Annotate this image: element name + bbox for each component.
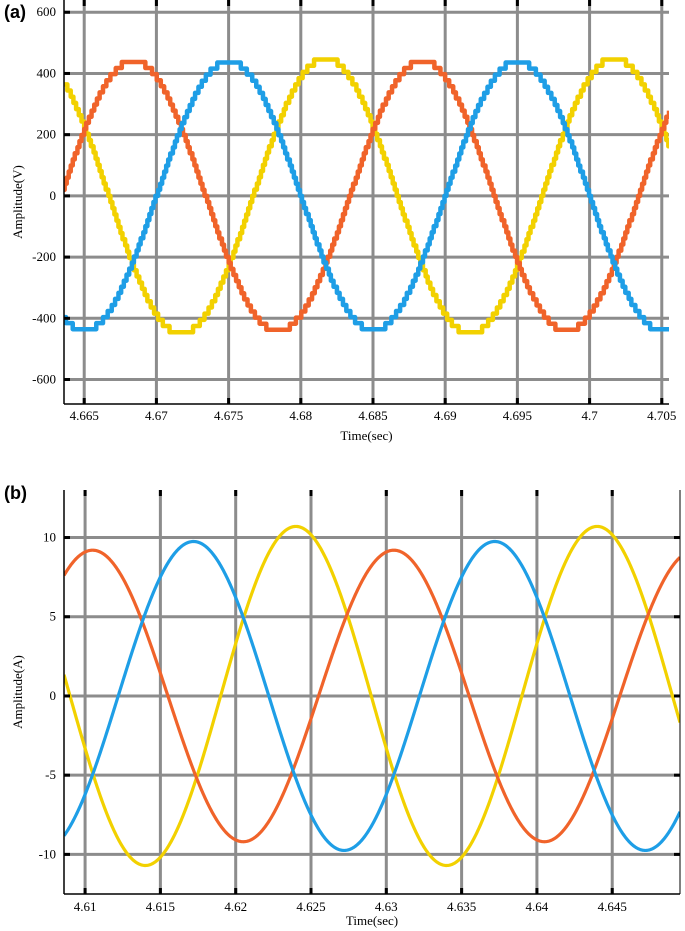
x-tick-label: 4.685 [358,408,387,423]
x-tick-label: 4.675 [214,408,243,423]
x-tick-label: 4.695 [503,408,532,423]
x-tick-label: 4.625 [296,899,325,914]
y-tick-label: 200 [37,127,57,142]
panel-label-b: (b) [4,483,27,503]
x-tick-label: 4.705 [647,408,676,423]
y-tick-label: -600 [32,372,56,387]
y-tick-label: 0 [50,188,57,203]
y-axis-label: Amplitude(A) [10,655,25,729]
x-tick-label: 4.645 [598,899,627,914]
x-tick-label: 4.61 [74,899,97,914]
y-tick-label: -10 [39,846,56,861]
x-tick-label: 4.69 [434,408,457,423]
y-tick-label: 400 [37,65,57,80]
x-tick-label: 4.665 [70,408,99,423]
x-tick-label: 4.68 [289,408,312,423]
y-tick-label: 600 [37,4,57,19]
x-axis-label: Time(sec) [346,913,398,928]
chart-a-voltage: 4.665 4.67 4.675 4.68 4.685 4.69 4.695 4.7 4.705… [10,0,676,443]
series-line-2 [64,548,680,844]
x-axis-label: Time(sec) [340,428,392,443]
series-line-3 [64,539,680,853]
panel-label-a: (a) [4,2,26,22]
y-tick-label: 10 [43,530,56,545]
x-tick-label: 4.64 [526,899,549,914]
x-tick-label: 4.62 [224,899,247,914]
series-line-1 [64,57,669,335]
series-line-1 [64,524,680,868]
x-tick-label: 4.7 [581,408,598,423]
chart-b-current: 4.61 4.615 4.62 4.625 4.63 4.635 4.64 4.645 -10 -… [10,490,681,928]
y-axis-label: Amplitude(V) [10,165,25,239]
series-line-3 [64,60,669,332]
x-tick-label: 4.615 [146,899,175,914]
x-tick-label: 4.635 [447,899,476,914]
series-line-2 [64,59,669,333]
x-tick-label: 4.63 [375,899,398,914]
y-tick-label: -200 [32,249,56,264]
x-tick-label: 4.67 [145,408,168,423]
y-tick-label: 5 [50,609,57,624]
y-tick-label: 0 [50,688,57,703]
y-tick-label: -400 [32,310,56,325]
y-tick-label: -5 [45,767,56,782]
